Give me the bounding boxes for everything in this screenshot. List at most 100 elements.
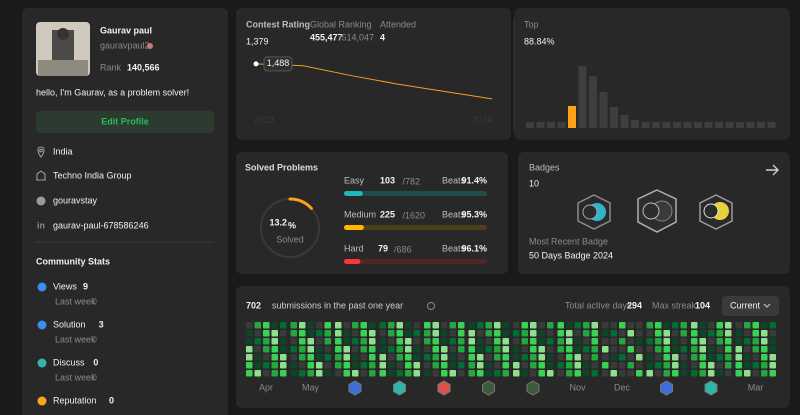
heatmap-cell — [583, 354, 590, 361]
heatmap-cell — [379, 330, 386, 337]
heatmap-cell — [530, 346, 537, 353]
heatmap-cell — [280, 362, 287, 369]
histogram-bar — [673, 122, 681, 128]
heatmap-cell — [744, 346, 751, 353]
heatmap-cell — [583, 362, 590, 369]
heatmap-cell — [335, 330, 342, 337]
heatmap-cell — [449, 362, 456, 369]
heatmap-cell — [477, 370, 484, 377]
tooltip-text: 1,488 — [267, 58, 290, 68]
heatmap-cell — [627, 362, 634, 369]
heatmap-cell — [752, 346, 759, 353]
heatmap-cell — [316, 370, 323, 377]
difficulty-solved: 225 — [380, 209, 395, 219]
heatmap-cell — [583, 338, 590, 345]
heatmap-cell — [449, 338, 456, 345]
heatmap-cell — [680, 346, 687, 353]
heatmap-cell — [449, 346, 456, 353]
heatmap-cell — [761, 322, 768, 329]
heatmap-cell — [307, 330, 314, 337]
heatmap-cell — [299, 354, 306, 361]
heatmap-cell — [699, 338, 706, 345]
heatmap-cell — [413, 338, 420, 345]
stat-label: Views — [53, 281, 77, 291]
difficulty-track — [344, 191, 487, 196]
heatmap-cell — [663, 330, 670, 337]
contest-card — [236, 8, 511, 140]
heatmap-cell — [307, 338, 314, 345]
difficulty-bar — [344, 259, 361, 264]
linkedin-icon-text: in — [37, 220, 45, 230]
edit-profile-label[interactable]: Edit Profile — [101, 116, 149, 126]
heatmap-cell — [307, 370, 314, 377]
heatmap-cell — [725, 330, 732, 337]
heatmap-cell — [468, 370, 475, 377]
heatmap-cell — [716, 346, 723, 353]
heatmap-cell — [646, 370, 653, 377]
heatmap-cell — [343, 338, 350, 345]
rank: 140,566 — [127, 62, 160, 72]
heatmap-cell — [716, 362, 723, 369]
github-icon — [36, 196, 46, 206]
heatmap-cell — [432, 330, 439, 337]
heatmap-cell — [271, 338, 278, 345]
heatmap-cell — [299, 338, 306, 345]
heatmap-cell — [254, 346, 261, 353]
heatmap-cell — [280, 370, 287, 377]
heatmap-cell — [691, 338, 698, 345]
year-dropdown[interactable] — [722, 296, 779, 316]
heatmap-cell — [485, 338, 492, 345]
heatmap-cell — [735, 330, 742, 337]
heatmap-cell — [521, 370, 528, 377]
heatmap-cell — [468, 362, 475, 369]
heatmap-cell — [379, 362, 386, 369]
beats-value: 91.4% — [461, 175, 487, 185]
heatmap-cell — [485, 346, 492, 353]
stat-sub-label: Last week — [55, 372, 96, 382]
heatmap-cell — [494, 346, 501, 353]
bio: hello, I'm Gaurav, as a problem solver! — [36, 87, 189, 97]
histogram-bar — [704, 122, 713, 128]
github[interactable]: gouravstay — [53, 195, 98, 205]
heatmap-cell — [602, 330, 609, 337]
stat-icon — [37, 396, 47, 406]
heatmap-cell — [547, 330, 554, 337]
heatmap-cell — [458, 322, 465, 329]
year-dropdown-label[interactable]: Current — [730, 300, 761, 310]
heatmap-cell — [663, 354, 670, 361]
heatmap-cell — [405, 354, 412, 361]
heatmap-cell — [441, 346, 448, 353]
submission-text: submissions in the past one year — [272, 300, 403, 310]
badges-arrow[interactable] — [766, 164, 779, 176]
edit-profile-button[interactable] — [36, 111, 214, 133]
heatmap-cell — [396, 338, 403, 345]
max-streak-label: Max streak: — [652, 300, 699, 310]
heatmap-cell — [343, 346, 350, 353]
heatmap-cell — [468, 338, 475, 345]
global-rank: 455,477 — [310, 32, 343, 42]
heatmap-cell — [513, 322, 520, 329]
heatmap-cell — [271, 362, 278, 369]
chart-start-label: 2023 — [254, 114, 274, 124]
linkedin[interactable]: gaurav-paul-678586246 — [53, 220, 149, 230]
heatmap-cell — [680, 322, 687, 329]
info-icon[interactable] — [427, 302, 435, 310]
heatmap-cell — [521, 330, 528, 337]
community-title: Community Stats — [36, 256, 110, 266]
heatmap-cell — [468, 322, 475, 329]
heatmap-cell — [352, 354, 359, 361]
heatmap-cell — [691, 330, 698, 337]
stat-value: 3 — [99, 319, 104, 329]
heatmap-cell — [761, 370, 768, 377]
difficulty-label: Easy — [344, 175, 365, 185]
heatmap-cell — [602, 362, 609, 369]
heatmap-cell — [636, 354, 643, 361]
heatmap-cell — [316, 354, 323, 361]
heatmap-cell — [343, 354, 350, 361]
heatmap-cell — [769, 370, 776, 377]
heatmap-cell — [271, 322, 278, 329]
heatmap-cell — [708, 354, 715, 361]
heatmap-cell — [424, 330, 431, 337]
heatmap-cell — [369, 346, 376, 353]
heatmap-cell — [441, 362, 448, 369]
